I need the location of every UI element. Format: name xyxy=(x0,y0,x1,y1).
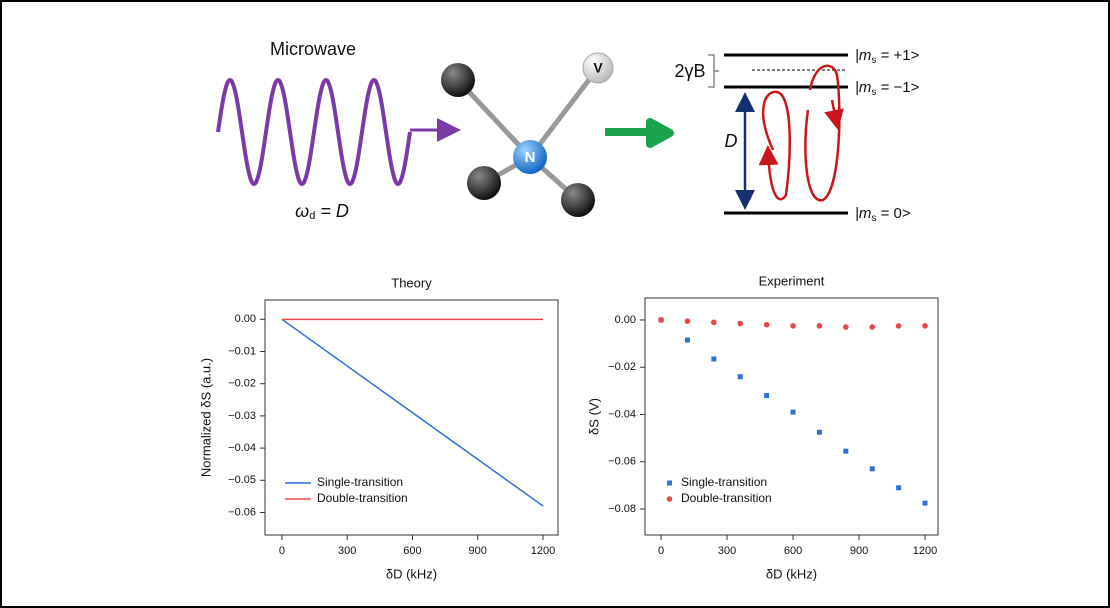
point xyxy=(922,323,928,329)
drive-subscript: d xyxy=(309,210,315,222)
carbon-atom xyxy=(441,63,475,97)
level-suffix: = 0> xyxy=(876,205,910,222)
microwave-wave xyxy=(216,77,412,187)
level-suffix: = −1> xyxy=(876,79,919,96)
vacancy xyxy=(582,52,614,84)
drive-label: ωd = D xyxy=(295,201,349,222)
x-tick-label: 1200 xyxy=(531,545,555,557)
point xyxy=(843,448,849,454)
series-line xyxy=(281,318,544,507)
y-tick-label: −0.05 xyxy=(228,474,256,486)
energy-levels xyxy=(724,53,848,215)
x-tick-label: 900 xyxy=(469,545,487,557)
splitting-label: 2γB xyxy=(674,61,705,81)
level-subscript: s xyxy=(871,213,876,224)
carbon-atom xyxy=(467,166,501,200)
legend-label: Double-transition xyxy=(317,491,408,505)
nitrogen-label: N xyxy=(525,149,536,166)
bracket xyxy=(708,54,719,88)
y-tick-label: −0.01 xyxy=(228,345,256,357)
point xyxy=(764,393,770,399)
point xyxy=(790,323,796,329)
level-prefix: |m xyxy=(855,79,871,96)
chart-title: Theory xyxy=(391,275,432,290)
x-axis-label: δD (kHz) xyxy=(386,566,437,581)
y-tick-label: 0.00 xyxy=(235,313,256,325)
x-tick-label: 600 xyxy=(784,545,802,557)
x-tick-label: 300 xyxy=(338,545,356,557)
y-axis-label: Normalized δS (a.u.) xyxy=(198,358,213,477)
point xyxy=(843,324,849,330)
microwave-label: Microwave xyxy=(270,39,356,59)
point xyxy=(869,324,876,330)
drive-suffix: = D xyxy=(315,201,349,221)
x-axis-label: δD (kHz) xyxy=(766,566,817,581)
point xyxy=(737,374,743,380)
legend-swatch xyxy=(667,480,672,486)
point xyxy=(684,318,691,324)
x-tick-label: 900 xyxy=(850,545,868,557)
plot-area xyxy=(644,297,939,536)
point xyxy=(896,485,902,491)
transition-loop xyxy=(758,90,791,201)
level-subscript: s xyxy=(871,87,876,98)
level-prefix: |m xyxy=(855,47,871,64)
point xyxy=(711,356,717,362)
level-labels: |ms = +1>|ms = −1>|ms = 0> xyxy=(855,47,920,224)
level-label: |ms = +1> xyxy=(855,47,920,66)
x-tick-label: 0 xyxy=(658,545,664,557)
level-prefix: |m xyxy=(855,205,871,222)
point xyxy=(684,337,690,343)
y-tick-label: −0.04 xyxy=(608,408,636,420)
legend-swatch xyxy=(666,496,673,502)
level-label: |ms = −1> xyxy=(855,79,920,98)
y-tick-label: −0.02 xyxy=(608,361,636,373)
gap-label: D xyxy=(725,131,738,151)
point xyxy=(922,500,928,506)
drive-symbol: ω xyxy=(295,201,309,221)
x-tick-label: 0 xyxy=(279,545,285,557)
y-axis-label: δS (V) xyxy=(586,398,601,435)
y-tick-label: −0.03 xyxy=(228,410,256,422)
carbon-atom xyxy=(561,183,595,217)
transition-loop xyxy=(804,64,841,202)
point xyxy=(895,323,902,329)
plot-area xyxy=(264,299,559,536)
x-tick-label: 600 xyxy=(403,545,421,557)
point xyxy=(869,466,875,472)
point xyxy=(816,323,823,329)
point xyxy=(790,409,796,415)
x-tick-label: 1200 xyxy=(913,545,937,557)
point xyxy=(711,319,717,326)
level-subscript: s xyxy=(871,55,876,66)
y-tick-label: −0.06 xyxy=(608,456,636,468)
point xyxy=(816,429,822,435)
point xyxy=(737,320,744,327)
nitrogen-atom xyxy=(513,140,547,174)
level-suffix: = +1> xyxy=(876,47,919,64)
point xyxy=(763,321,770,328)
y-tick-label: −0.06 xyxy=(228,506,256,518)
chart-title: Experiment xyxy=(759,273,825,288)
x-tick-label: 300 xyxy=(718,545,736,557)
y-tick-label: −0.02 xyxy=(228,378,256,390)
level-label: |ms = 0> xyxy=(855,205,911,224)
legend-label: Single-transition xyxy=(681,475,767,489)
green-arrow xyxy=(605,118,674,148)
transition-arrow xyxy=(824,99,844,130)
vacancy-label: V xyxy=(593,60,603,76)
legend-label: Single-transition xyxy=(317,475,403,489)
y-tick-label: −0.08 xyxy=(608,503,636,515)
y-tick-label: 0.00 xyxy=(615,314,636,326)
legend-label: Double-transition xyxy=(681,491,772,505)
point xyxy=(658,317,664,323)
y-tick-label: −0.04 xyxy=(228,442,256,454)
